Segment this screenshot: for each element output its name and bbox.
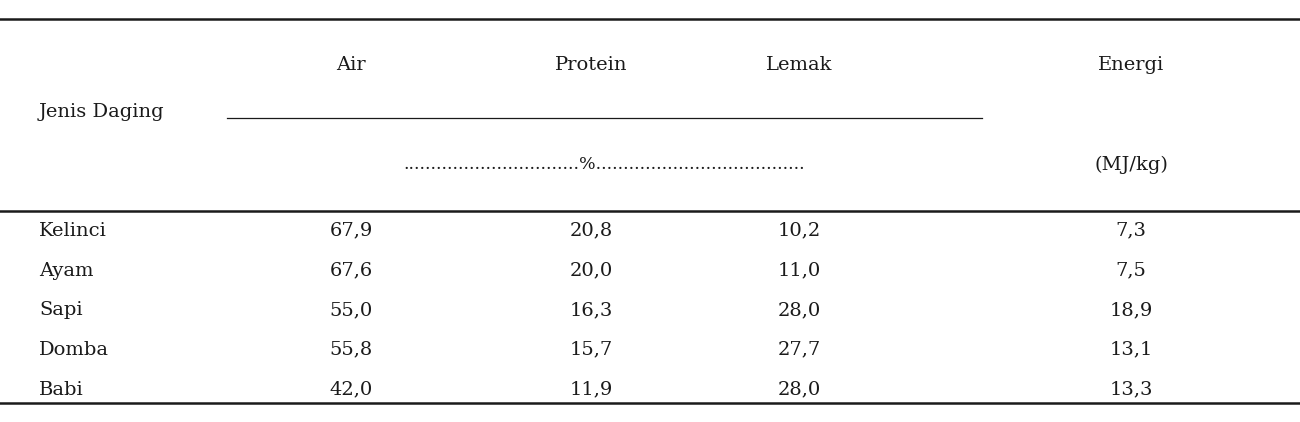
Text: ................................%......................................: ................................%.......… [404,156,805,173]
Text: 67,9: 67,9 [329,222,373,240]
Text: 16,3: 16,3 [569,301,614,319]
Text: 55,8: 55,8 [329,341,373,359]
Text: (MJ/kg): (MJ/kg) [1095,155,1167,174]
Text: Kelinci: Kelinci [39,222,107,240]
Text: 18,9: 18,9 [1109,301,1153,319]
Text: Protein: Protein [555,57,628,74]
Text: 42,0: 42,0 [329,381,373,398]
Text: Sapi: Sapi [39,301,83,319]
Text: 28,0: 28,0 [777,381,822,398]
Text: 7,5: 7,5 [1115,262,1147,279]
Text: 27,7: 27,7 [777,341,822,359]
Text: 11,9: 11,9 [569,381,614,398]
Text: 11,0: 11,0 [777,262,822,279]
Text: 55,0: 55,0 [329,301,373,319]
Text: Jenis Daging: Jenis Daging [39,103,165,121]
Text: Ayam: Ayam [39,262,94,279]
Text: 7,3: 7,3 [1115,222,1147,240]
Text: 67,6: 67,6 [329,262,373,279]
Text: 28,0: 28,0 [777,301,822,319]
Text: Air: Air [337,57,365,74]
Text: 10,2: 10,2 [777,222,822,240]
Text: 15,7: 15,7 [569,341,614,359]
Text: Lemak: Lemak [766,57,833,74]
Text: 20,8: 20,8 [569,222,614,240]
Text: 13,3: 13,3 [1109,381,1153,398]
Text: Babi: Babi [39,381,83,398]
Text: 20,0: 20,0 [569,262,614,279]
Text: Domba: Domba [39,341,109,359]
Text: Energi: Energi [1098,57,1164,74]
Text: 13,1: 13,1 [1109,341,1153,359]
